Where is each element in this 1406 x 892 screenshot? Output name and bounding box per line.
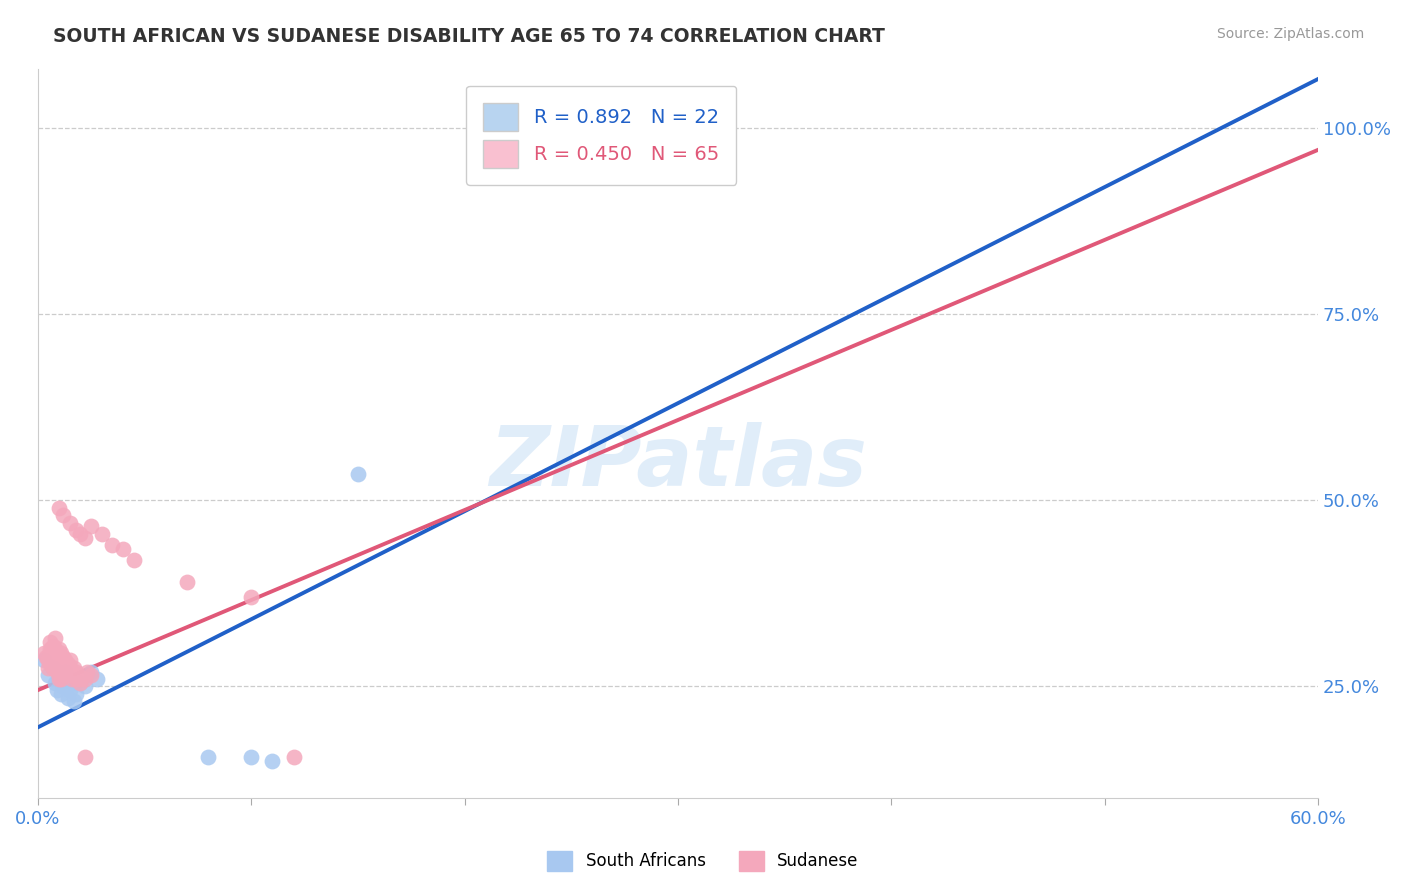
Point: [44, 631, 66, 645]
Point: [55, 661, 77, 675]
Point: [59, 683, 82, 698]
Point: [41, 639, 63, 653]
Point: [69, 672, 91, 686]
Point: [67, 668, 90, 682]
Point: [48, 672, 70, 686]
Point: [60, 672, 83, 686]
Text: SOUTH AFRICAN VS SUDANESE DISABILITY AGE 65 TO 74 CORRELATION CHART: SOUTH AFRICAN VS SUDANESE DISABILITY AGE…: [53, 27, 886, 45]
Point: [55, 665, 77, 679]
Legend: R = 0.892   N = 22, R = 0.450   N = 65: R = 0.892 N = 22, R = 0.450 N = 65: [465, 86, 737, 186]
Point: [59, 516, 82, 530]
Point: [240, 750, 263, 764]
Point: [51, 646, 73, 660]
Point: [52, 665, 75, 679]
Point: [76, 665, 98, 679]
Point: [112, 541, 135, 556]
Point: [69, 675, 91, 690]
Point: [63, 694, 86, 708]
Point: [41, 653, 63, 667]
Point: [86, 672, 108, 686]
Point: [51, 672, 73, 686]
Point: [80, 665, 103, 679]
Point: [44, 649, 66, 664]
Point: [56, 657, 79, 672]
Point: [73, 750, 96, 764]
Point: [176, 575, 198, 590]
Point: [65, 523, 87, 537]
Point: [65, 665, 87, 679]
Point: [37, 668, 59, 682]
Point: [39, 657, 62, 672]
Point: [60, 665, 83, 679]
Point: [44, 653, 66, 667]
Point: [39, 634, 62, 648]
Point: [37, 653, 59, 667]
Point: [90, 526, 112, 541]
Point: [59, 668, 82, 682]
Point: [59, 653, 82, 667]
Point: [60, 675, 83, 690]
Point: [45, 683, 67, 698]
Point: [240, 590, 263, 604]
Point: [44, 657, 66, 672]
Point: [65, 672, 87, 686]
Point: [44, 675, 66, 690]
Point: [59, 661, 82, 675]
Point: [51, 687, 73, 701]
Point: [80, 519, 103, 533]
Point: [52, 649, 75, 664]
Point: [48, 653, 70, 667]
Point: [45, 665, 67, 679]
Point: [122, 553, 145, 567]
Point: [32, 653, 55, 667]
Point: [63, 661, 86, 675]
Point: [32, 646, 55, 660]
Point: [48, 500, 70, 515]
Point: [39, 646, 62, 660]
Point: [52, 680, 75, 694]
Point: [45, 646, 67, 660]
Point: [63, 668, 86, 682]
Point: [37, 661, 59, 675]
Text: Source: ZipAtlas.com: Source: ZipAtlas.com: [1216, 27, 1364, 41]
Point: [73, 672, 96, 686]
Point: [55, 668, 77, 682]
Point: [69, 675, 91, 690]
Point: [262, 754, 284, 768]
Point: [52, 508, 75, 523]
Point: [283, 750, 305, 764]
Point: [346, 467, 368, 482]
Point: [51, 661, 73, 675]
Point: [39, 642, 62, 657]
Point: [197, 750, 219, 764]
Point: [56, 690, 79, 705]
Point: [51, 653, 73, 667]
Point: [48, 642, 70, 657]
Point: [56, 665, 79, 679]
Point: [55, 653, 77, 667]
Point: [41, 646, 63, 660]
Point: [45, 661, 67, 675]
Point: [35, 649, 58, 664]
Point: [41, 661, 63, 675]
Point: [65, 687, 87, 701]
Text: ZIPatlas: ZIPatlas: [489, 422, 868, 503]
Point: [80, 668, 103, 682]
Point: [73, 531, 96, 545]
Point: [48, 672, 70, 686]
Point: [44, 642, 66, 657]
Point: [69, 526, 91, 541]
Point: [52, 657, 75, 672]
Point: [41, 661, 63, 675]
Point: [101, 538, 124, 552]
Point: [73, 680, 96, 694]
Point: [48, 649, 70, 664]
Legend: South Africans, Sudanese: South Africans, Sudanese: [538, 842, 868, 880]
